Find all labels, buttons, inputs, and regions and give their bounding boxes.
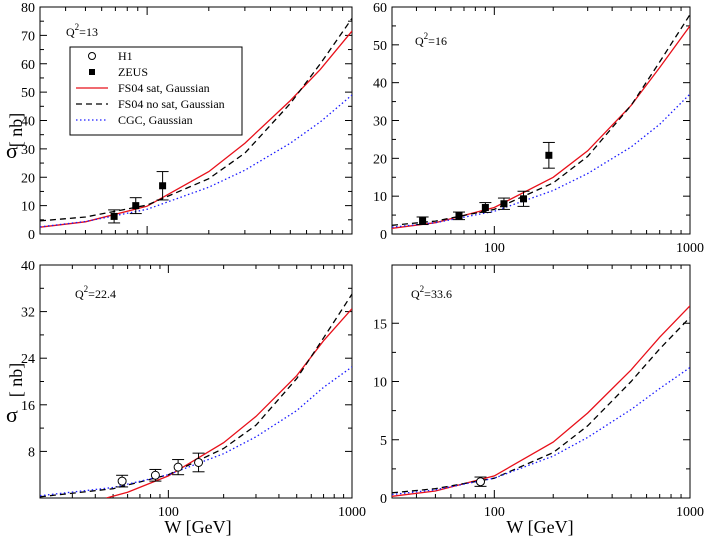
zeus-marker	[132, 202, 140, 210]
y-tick-label: 8	[28, 445, 35, 460]
y-axis-symbol-top: σ	[6, 138, 18, 163]
legend-item: ZEUS	[89, 65, 148, 79]
zeus-marker	[500, 200, 508, 208]
y-tick-label: 50	[21, 86, 35, 101]
curve-fs04-no-sat-gaussian	[392, 316, 690, 494]
x-tick-label: 100	[484, 241, 505, 256]
panel-bottom-right: 0 5 10 15 100 1000 Q2=33.6	[373, 264, 704, 520]
h1-marker	[476, 477, 486, 487]
y-tick-label: 5	[380, 434, 387, 449]
h1-marker	[117, 476, 127, 486]
x-tick-label: 1000	[338, 505, 366, 520]
data-point-zeus	[517, 190, 530, 207]
x-tick-label: 1000	[676, 505, 704, 520]
legend-label: FS04 sat, Gaussian	[118, 81, 210, 95]
h1-marker	[173, 462, 183, 472]
y-tick-label: 40	[21, 115, 35, 130]
legend: H1 ZEUS FS04 sat, Gaussian FS04 no sat, Gau…	[69, 46, 243, 136]
data-point-zeus	[416, 216, 429, 226]
panel-top-right: 0 10 20 30 40 50 60 100 1000 Q2=16	[373, 1, 704, 256]
y-tick-label: 0	[380, 228, 387, 243]
data-point-h1	[116, 474, 129, 488]
y-tick-label: 40	[21, 259, 35, 274]
q2-annotation: Q2=13	[66, 22, 98, 39]
zeus-marker	[419, 217, 427, 225]
q2-annotation: Q2=16	[415, 31, 447, 48]
data-point-zeus	[156, 171, 169, 201]
x-tick-label: 1000	[676, 241, 704, 256]
data-point-zeus	[129, 197, 142, 215]
curve-fs04-sat-gaussian	[392, 25, 690, 229]
y-tick-label: 30	[373, 115, 387, 130]
x-tick-label: 100	[158, 505, 179, 520]
zeus-marker	[110, 212, 118, 220]
zeus-marker	[520, 195, 528, 203]
zeus-marker	[159, 182, 167, 190]
y-tick-label: 60	[21, 58, 35, 73]
y-axis-unit-bottom: [ nb]	[6, 363, 26, 398]
data-point-h1	[192, 452, 205, 473]
legend-zeus-marker	[89, 69, 95, 75]
legend-h1-marker	[88, 52, 96, 60]
y-tick-label: 80	[21, 1, 35, 16]
h1-marker	[150, 470, 160, 480]
legend-item: FS04 no sat, Gaussian	[76, 97, 225, 111]
data-point-zeus	[542, 141, 555, 169]
curve-fs04-no-sat-gaussian	[40, 293, 352, 498]
data-point-zeus	[497, 197, 510, 210]
curve-fs04-sat-gaussian	[392, 305, 690, 497]
y-tick-label: 0	[380, 492, 387, 507]
curve-fs04-sat-gaussian	[106, 308, 352, 498]
legend-item: H1	[88, 49, 133, 63]
curve-cgc-gaussian	[392, 366, 690, 496]
zeus-marker	[545, 151, 553, 159]
y-tick-label: 24	[21, 352, 35, 367]
x-tick-label: 100	[484, 505, 505, 520]
data-point-h1	[172, 459, 185, 476]
legend-item: CGC, Gaussian	[76, 113, 193, 127]
x-axis-title-left: W [GeV]	[164, 517, 231, 537]
y-axis-unit-top: [ nb]	[6, 113, 26, 148]
q2-annotation: Q2=22.4	[75, 284, 116, 301]
panel-bottom-left: 8 16 24 32 40 100 1000 Q2=22.4	[21, 259, 366, 520]
curve-cgc-gaussian	[40, 94, 352, 228]
y-tick-label: 10	[373, 190, 387, 205]
legend-label: H1	[118, 49, 133, 63]
curve-cgc-gaussian	[392, 93, 690, 228]
data-point-zeus	[108, 209, 121, 224]
y-tick-label: 0	[28, 228, 35, 243]
curve-cgc-gaussian	[40, 366, 352, 497]
y-tick-label: 15	[373, 317, 387, 332]
y-tick-label: 10	[21, 200, 35, 215]
legend-label: ZEUS	[118, 65, 148, 79]
y-tick-label: 30	[21, 143, 35, 158]
y-tick-label: 16	[21, 399, 35, 414]
data-point-h1	[149, 468, 162, 482]
data-point-zeus	[453, 211, 466, 221]
q2-annotation: Q2=33.6	[411, 284, 452, 301]
curve-fs04-no-sat-gaussian	[392, 14, 690, 226]
y-tick-label: 10	[373, 376, 387, 391]
y-tick-label: 20	[373, 152, 387, 167]
y-tick-label: 70	[21, 29, 35, 44]
x-axis-title-right: W [GeV]	[506, 517, 573, 537]
legend-item: FS04 sat, Gaussian	[76, 81, 210, 95]
data-point-h1	[474, 476, 487, 487]
zeus-marker	[481, 204, 489, 212]
legend-box	[69, 46, 243, 136]
y-axis-symbol-bottom: σ	[6, 402, 18, 427]
zeus-marker	[455, 212, 463, 220]
h1-marker	[194, 457, 204, 467]
legend-label: CGC, Gaussian	[118, 113, 193, 127]
legend-label: FS04 no sat, Gaussian	[118, 97, 225, 111]
y-tick-label: 60	[373, 1, 387, 16]
data-point-zeus	[479, 202, 492, 213]
y-tick-label: 40	[373, 77, 387, 92]
y-tick-label: 50	[373, 39, 387, 54]
panel-top-left: 0 10 20 30 40 50 60 70 80 Q2=13	[21, 1, 353, 243]
y-tick-label: 32	[21, 306, 35, 321]
y-tick-label: 20	[21, 171, 35, 186]
